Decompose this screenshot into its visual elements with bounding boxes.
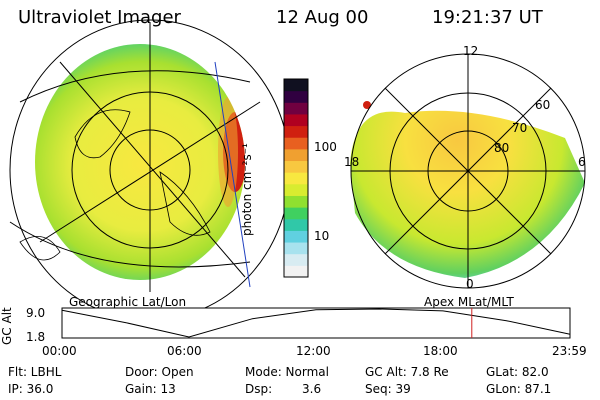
orbit-curve	[61, 308, 571, 338]
colorbar-segment	[284, 90, 308, 103]
mlat-label-60: 60	[535, 98, 551, 112]
mlt-label-12: 12	[463, 44, 479, 58]
mag-panel-label: Apex MLat/MLT	[424, 295, 514, 309]
geo-panel-label: Geographic Lat/Lon	[69, 295, 187, 309]
colorbar-segment	[284, 125, 308, 138]
orbit-ylabel: GC Alt	[0, 307, 14, 345]
orbit-xtick-0600: 06:00	[167, 344, 202, 358]
status-dsp-value: 3.6	[302, 382, 322, 396]
status-flt: Flt: LBHL	[8, 365, 62, 379]
status-door: Door: Open	[125, 365, 194, 379]
colorbar	[283, 78, 309, 278]
colorbar-segment	[284, 265, 308, 278]
colorbar-tick-100: 100	[314, 140, 337, 154]
mlat-label-70: 70	[512, 121, 528, 135]
colorbar-segment	[284, 113, 308, 127]
status-seq: Seq: 39	[365, 382, 411, 396]
orbit-xtick-2359: 23:59	[552, 344, 587, 358]
colorbar-tick-10: 10	[314, 229, 330, 243]
status-ip: IP: 36.0	[8, 382, 54, 396]
colorbar-segment	[284, 242, 308, 255]
time-label: 19:21:37 UT	[432, 7, 543, 28]
status-gc-alt: GC Alt: 7.8 Re	[365, 365, 449, 379]
orbit-xtick-0000: 00:00	[42, 344, 77, 358]
orbit-ytick-low: 1.8	[26, 330, 46, 344]
status-gain: Gain: 13	[125, 382, 176, 396]
mlt-label-6: 6	[578, 155, 586, 169]
status-dsp-label: Dsp:	[245, 382, 273, 396]
colorbar-segment	[284, 102, 308, 115]
colorbar-segment	[284, 218, 308, 231]
colorbar-segment	[284, 207, 308, 220]
orbit-xtick-1200: 12:00	[296, 344, 331, 358]
colorbar-segment	[284, 160, 308, 173]
status-glon: GLon: 87.1	[486, 382, 552, 396]
orbit-xtick-1800: 18:00	[423, 344, 458, 358]
mlt-label-18: 18	[344, 155, 360, 169]
mlat-label-80: 80	[494, 141, 510, 155]
mlt-label-0: 0	[466, 277, 474, 291]
colorbar-segment	[284, 253, 308, 266]
colorbar-segment	[284, 230, 308, 243]
orbit-plot	[61, 307, 571, 339]
magnetic-polar-plot	[350, 53, 586, 289]
colorbar-segment	[284, 137, 308, 150]
orbit-ytick-high: 9.0	[26, 306, 46, 320]
status-mode: Mode: Normal	[245, 365, 329, 379]
status-glat: GLat: 82.0	[486, 365, 549, 379]
colorbar-label: photon cm⁻²s⁻¹	[240, 143, 254, 236]
hotspot-marker	[363, 101, 371, 109]
colorbar-segment	[284, 172, 308, 185]
colorbar-segment	[284, 79, 308, 92]
date-label: 12 Aug 00	[276, 7, 369, 28]
geographic-image	[9, 19, 291, 321]
colorbar-segment	[284, 183, 308, 196]
instrument-title: Ultraviolet Imager	[18, 7, 181, 28]
colorbar-segment	[284, 195, 308, 208]
colorbar-segment	[284, 148, 308, 162]
